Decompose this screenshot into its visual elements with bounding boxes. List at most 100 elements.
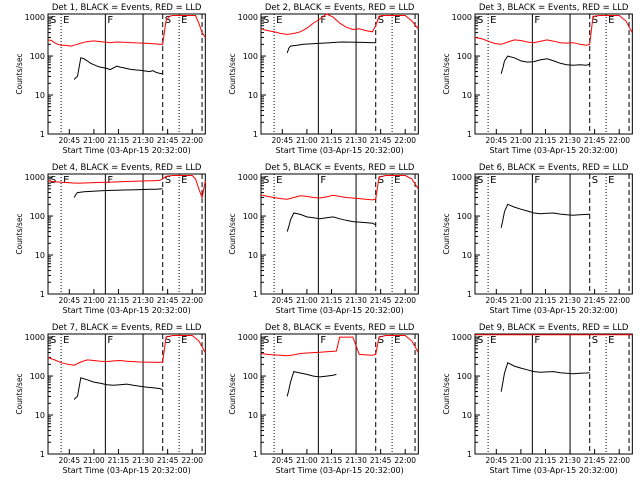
series-red: [261, 335, 420, 357]
marker-label: E: [63, 335, 69, 346]
marker-label: E: [394, 175, 400, 186]
series-black: [73, 57, 163, 80]
series-black: [500, 361, 590, 392]
x-tick-label: 21:30: [132, 456, 154, 465]
y-tick-label: 1000: [25, 173, 45, 182]
marker-label: E: [608, 15, 614, 26]
x-tick-label: 22:00: [395, 456, 417, 465]
marker-label: F: [534, 335, 540, 346]
y-axis-label: Counts/sec: [228, 53, 237, 94]
marker-label: E: [181, 15, 187, 26]
x-tick-label: 21:15: [534, 136, 556, 145]
y-tick-label: 1000: [25, 13, 45, 22]
y-tick-label: 1: [253, 130, 258, 139]
x-tick-label: 21:45: [157, 296, 179, 305]
y-axis-label: Counts/sec: [442, 213, 451, 254]
x-tick-label: 21:00: [510, 456, 532, 465]
series-red: [474, 15, 633, 46]
marker-label: S: [591, 175, 597, 186]
x-tick-label: 21:30: [132, 296, 154, 305]
y-tick-label: 1000: [238, 173, 258, 182]
y-tick-label: 1000: [238, 13, 258, 22]
x-tick-label: 22:00: [181, 456, 203, 465]
marker-label: E: [181, 335, 187, 346]
x-tick-label: 22:00: [395, 136, 417, 145]
x-tick-label: 21:45: [157, 456, 179, 465]
y-tick-label: 100: [456, 52, 471, 61]
marker-label: S: [165, 175, 171, 186]
plot-frame: [260, 333, 420, 455]
x-tick-label: 20:45: [272, 456, 294, 465]
marker-label: S: [477, 175, 483, 186]
x-tick-label: 21:45: [157, 136, 179, 145]
x-tick-label: 21:45: [370, 456, 392, 465]
x-tick-label: 20:45: [58, 456, 80, 465]
x-tick-label: 21:00: [510, 136, 532, 145]
x-tick-label: 21:15: [321, 296, 343, 305]
y-tick-label: 1000: [25, 333, 45, 342]
x-tick-label: 21:00: [83, 296, 105, 305]
series-black: [287, 212, 377, 232]
x-tick-label: 21:45: [583, 296, 605, 305]
y-axis-label: Counts/sec: [15, 373, 24, 414]
y-axis-label: Counts/sec: [15, 213, 24, 254]
x-tick-label: 20:45: [272, 136, 294, 145]
x-tick-label: 22:00: [395, 296, 417, 305]
x-tick-label: 21:15: [534, 296, 556, 305]
marker-label: E: [63, 175, 69, 186]
marker-label: E: [490, 175, 496, 186]
x-tick-label: 21:30: [559, 136, 581, 145]
marker-label: E: [394, 15, 400, 26]
marker-label: E: [181, 175, 187, 186]
x-tick-label: 21:45: [583, 136, 605, 145]
chart-title: Det 3, BLACK = Events, RED = LLD: [479, 3, 629, 13]
marker-label: E: [394, 335, 400, 346]
y-tick-label: 10: [35, 411, 45, 420]
series-red: [47, 15, 206, 47]
x-tick-label: 21:30: [346, 456, 368, 465]
y-tick-label: 100: [456, 372, 471, 381]
plot-frame: [260, 173, 420, 295]
marker-label: S: [378, 15, 384, 26]
y-tick-label: 10: [461, 91, 471, 100]
marker-label: S: [263, 175, 269, 186]
y-tick-label: 100: [243, 212, 258, 221]
marker-label: F: [534, 15, 540, 26]
x-tick-label: 20:45: [58, 296, 80, 305]
x-tick-label: 21:30: [346, 296, 368, 305]
series-red: [47, 175, 206, 200]
x-tick-label: 21:15: [534, 456, 556, 465]
plot-frame: [474, 333, 633, 455]
y-tick-label: 1: [253, 290, 258, 299]
x-tick-label: 21:15: [108, 136, 130, 145]
plot-frame: [47, 173, 206, 295]
x-tick-label: 21:00: [296, 296, 318, 305]
x-axis-label: Start Time (03-Apr-15 20:32:00): [63, 146, 191, 155]
marker-label: F: [321, 175, 327, 186]
series-black: [73, 377, 163, 400]
marker-label: E: [276, 15, 282, 26]
x-tick-label: 21:00: [296, 136, 318, 145]
chart-title: Det 1, BLACK = Events, RED = LLD: [52, 3, 202, 13]
x-tick-label: 21:15: [108, 296, 130, 305]
chart-title: Det 4, BLACK = Events, RED = LLD: [52, 163, 202, 173]
y-tick-label: 1000: [451, 173, 471, 182]
marker-label: S: [591, 15, 597, 26]
y-axis-label: Counts/sec: [15, 53, 24, 94]
marker-label: F: [321, 335, 327, 346]
chart-title: Det 9, BLACK = Events, RED = LLD: [479, 323, 629, 333]
y-tick-label: 100: [456, 212, 471, 221]
marker-label: S: [591, 335, 597, 346]
marker-label: S: [165, 335, 171, 346]
x-tick-label: 22:00: [608, 136, 630, 145]
y-tick-label: 10: [35, 91, 45, 100]
chart-title: Det 7, BLACK = Events, RED = LLD: [52, 323, 202, 333]
series-red: [261, 13, 420, 35]
y-tick-label: 1000: [238, 333, 258, 342]
y-tick-label: 100: [243, 52, 258, 61]
marker-label: E: [608, 175, 614, 186]
